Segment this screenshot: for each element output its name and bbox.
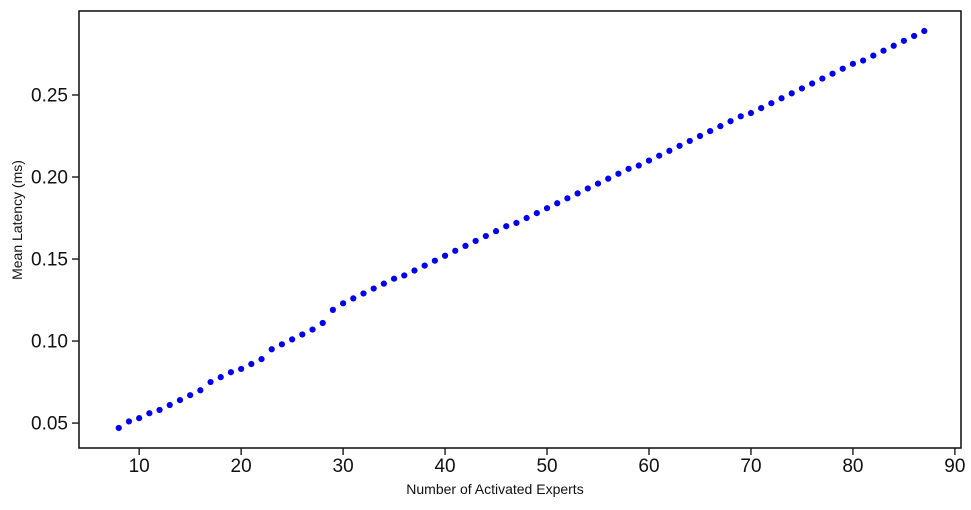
data-point bbox=[890, 42, 897, 49]
x-tick-label: 70 bbox=[740, 456, 761, 477]
data-point bbox=[136, 415, 143, 422]
data-point bbox=[360, 290, 367, 297]
data-point bbox=[829, 70, 836, 77]
data-point bbox=[758, 105, 765, 112]
data-point bbox=[656, 152, 663, 159]
data-point bbox=[289, 336, 296, 343]
data-point bbox=[564, 195, 571, 202]
data-point bbox=[176, 397, 184, 404]
data-point bbox=[921, 27, 928, 35]
data-point bbox=[676, 142, 683, 149]
data-point bbox=[492, 228, 500, 235]
data-point bbox=[197, 387, 204, 394]
data-point bbox=[472, 237, 479, 245]
x-tick-label: 50 bbox=[536, 456, 557, 477]
x-tick-label: 80 bbox=[842, 456, 863, 477]
data-point bbox=[125, 418, 133, 425]
data-point bbox=[543, 205, 551, 212]
y-tick-label: 0.15 bbox=[31, 250, 68, 271]
y-tick-label: 0.20 bbox=[31, 168, 68, 189]
data-point bbox=[910, 32, 918, 40]
data-point bbox=[635, 162, 642, 169]
x-tick-label: 40 bbox=[434, 456, 455, 477]
data-point bbox=[217, 374, 224, 381]
data-point bbox=[482, 232, 489, 240]
data-point bbox=[666, 147, 673, 154]
data-point bbox=[278, 341, 286, 348]
data-point bbox=[768, 100, 775, 107]
data-point bbox=[717, 123, 724, 130]
data-point bbox=[248, 360, 255, 368]
data-point bbox=[503, 223, 510, 230]
data-point bbox=[849, 60, 857, 67]
data-point bbox=[350, 295, 357, 302]
data-point bbox=[533, 209, 540, 217]
data-point bbox=[299, 331, 306, 338]
data-point bbox=[727, 118, 734, 125]
x-tick-label: 30 bbox=[333, 456, 354, 477]
data-point bbox=[115, 424, 122, 432]
data-point bbox=[809, 80, 816, 87]
x-tick-label: 60 bbox=[638, 456, 659, 477]
data-point bbox=[166, 401, 173, 409]
y-axis-label: Mean Latency (ms) bbox=[9, 160, 25, 280]
data-point bbox=[839, 65, 846, 72]
data-point bbox=[645, 157, 653, 164]
data-point bbox=[411, 267, 418, 274]
data-point bbox=[788, 90, 795, 97]
y-tick-label: 0.10 bbox=[31, 332, 68, 353]
data-point bbox=[329, 306, 336, 313]
data-point bbox=[421, 262, 428, 269]
data-point bbox=[523, 214, 530, 222]
data-point bbox=[900, 37, 907, 44]
data-point bbox=[156, 406, 163, 414]
data-point bbox=[431, 257, 438, 264]
x-axis-label: Number of Activated Experts bbox=[406, 481, 584, 497]
y-tick-label: 0.05 bbox=[31, 414, 68, 435]
data-point bbox=[441, 252, 449, 259]
data-point bbox=[870, 52, 877, 59]
data-point bbox=[309, 326, 316, 333]
data-point bbox=[380, 280, 387, 287]
data-point bbox=[146, 410, 153, 417]
data-point bbox=[268, 346, 275, 353]
data-point bbox=[207, 378, 214, 386]
data-point bbox=[258, 355, 265, 363]
data-point bbox=[778, 95, 785, 102]
data-point bbox=[574, 190, 581, 197]
y-tick-label: 0.25 bbox=[31, 85, 68, 106]
data-point bbox=[798, 85, 806, 92]
data-point bbox=[860, 57, 867, 64]
data-point bbox=[615, 170, 622, 177]
data-point bbox=[747, 109, 755, 117]
data-point bbox=[625, 165, 632, 172]
x-tick-label: 90 bbox=[944, 456, 965, 477]
data-point bbox=[819, 75, 826, 82]
data-point bbox=[737, 113, 744, 120]
data-point bbox=[594, 180, 602, 187]
data-point bbox=[390, 275, 398, 282]
data-point bbox=[187, 392, 194, 399]
data-point bbox=[605, 175, 612, 182]
data-point bbox=[554, 200, 561, 207]
data-point bbox=[707, 127, 714, 135]
x-tick-label: 10 bbox=[129, 456, 150, 477]
data-point bbox=[319, 319, 326, 327]
data-point bbox=[686, 137, 693, 145]
data-point bbox=[339, 300, 347, 307]
data-point bbox=[696, 132, 704, 140]
data-point bbox=[227, 369, 235, 376]
x-tick-label: 20 bbox=[231, 456, 252, 477]
data-point bbox=[880, 47, 887, 54]
data-point bbox=[452, 247, 459, 254]
data-point bbox=[513, 219, 520, 227]
data-point bbox=[238, 365, 245, 373]
data-point bbox=[370, 285, 377, 292]
plot-border bbox=[78, 10, 962, 449]
data-point bbox=[462, 242, 469, 250]
data-point bbox=[584, 185, 591, 192]
data-point bbox=[401, 272, 408, 279]
